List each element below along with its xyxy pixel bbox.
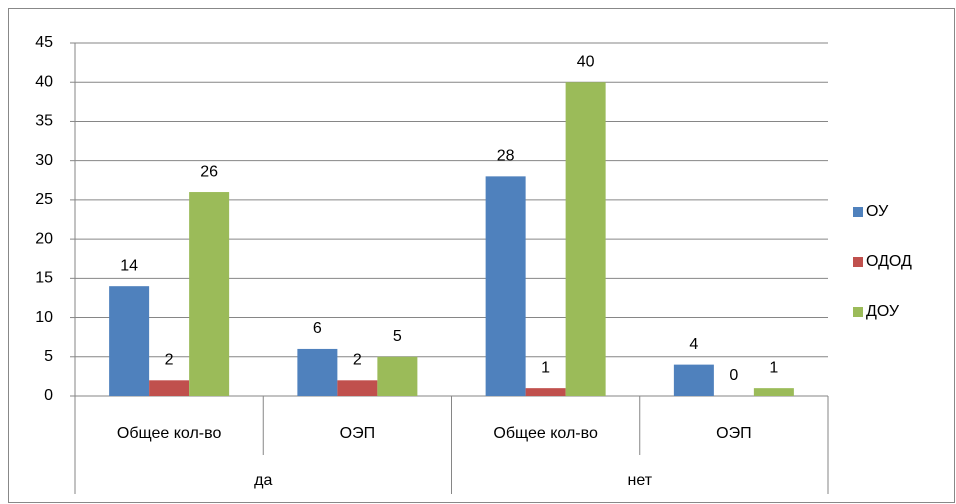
y-tick-label: 25 [35,191,53,208]
x-tick-label: ОЭП [716,425,751,442]
bar [673,364,714,396]
legend-swatch [853,207,863,217]
legend-swatch [853,307,863,317]
data-label: 2 [165,352,174,369]
group-label: нет [627,472,652,489]
bar [149,380,190,396]
bar [109,286,150,396]
x-tick-label: ОЭП [340,425,375,442]
bar [525,388,566,396]
y-tick-label: 45 [35,34,53,51]
data-label: 4 [689,336,698,353]
legend-label: ОДОД [866,253,912,270]
y-tick-label: 40 [35,73,53,90]
y-tick-label: 15 [35,270,53,287]
bar [565,82,606,396]
data-label: 0 [729,367,738,384]
bar [297,348,338,396]
x-tick-label: Общее кол-во [493,425,598,442]
group-label: да [254,472,272,489]
y-tick-label: 35 [35,113,53,130]
y-tick-label: 0 [44,387,53,404]
y-tick-label: 30 [35,152,53,169]
bar [753,388,794,396]
data-label: 1 [541,359,550,376]
data-label: 5 [393,328,402,345]
data-label: 6 [313,320,322,337]
legend-label: ДОУ [866,303,900,320]
bar [377,356,418,396]
data-label: 26 [200,163,218,180]
y-tick-label: 5 [44,348,53,365]
data-label: 14 [120,257,138,274]
legend-label: ОУ [866,203,889,220]
y-tick-label: 10 [35,309,53,326]
data-label: 1 [769,359,778,376]
data-label: 40 [577,53,595,70]
bar [337,380,378,396]
data-label: 28 [497,148,515,165]
bar [485,176,526,396]
legend-swatch [853,257,863,267]
data-label: 2 [353,352,362,369]
y-tick-label: 20 [35,230,53,247]
bar [189,192,230,396]
x-tick-label: Общее кол-во [117,425,222,442]
chart-border [8,8,955,503]
